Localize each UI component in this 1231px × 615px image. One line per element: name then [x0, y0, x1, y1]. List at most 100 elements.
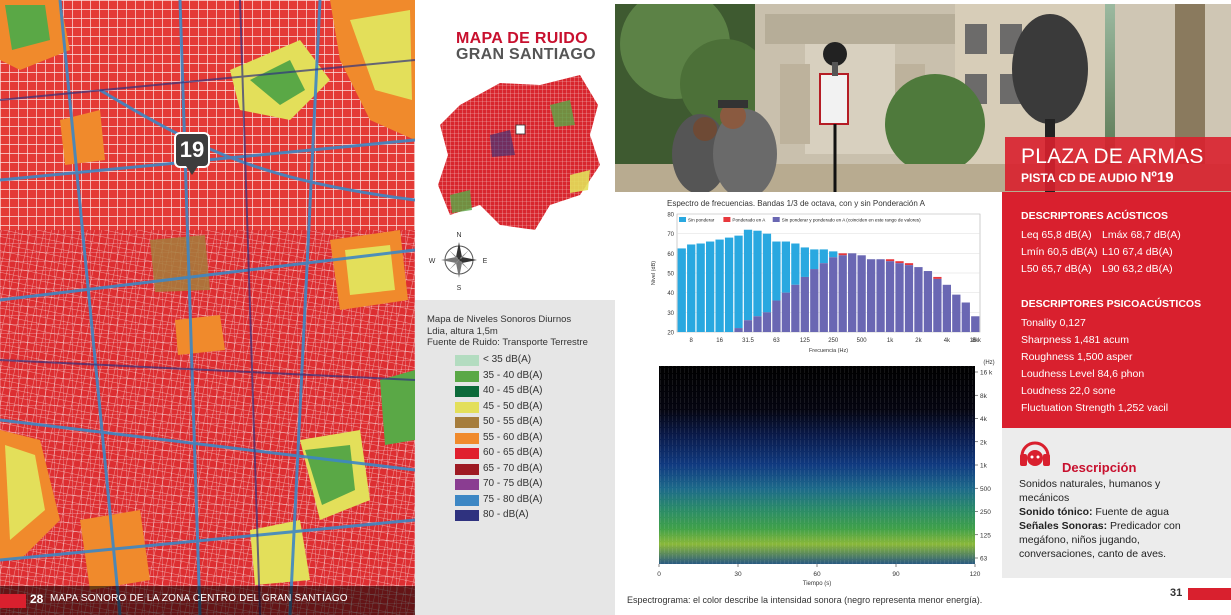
place-title: PLAZA DE ARMAS	[1021, 145, 1204, 168]
legend-source: Fuente de Ruido: Transporte Terrestre	[427, 337, 588, 348]
legend-item: < 35 dB(A)	[455, 354, 605, 367]
bar-overlap	[800, 276, 809, 332]
spectrogram-caption: Espectrograma: el color describe la inte…	[627, 595, 983, 605]
compass-s: S	[457, 285, 462, 292]
description-signals-line2: megáfono, niños jugando,	[1019, 534, 1140, 546]
bar-overlap	[819, 263, 828, 332]
bar-overlap	[885, 261, 895, 332]
acoustic-lmin: Lmín 60,5 dB(A)	[1021, 246, 1098, 258]
bar-upper	[715, 239, 724, 332]
description-line1: Sonidos naturales, humanos y	[1019, 478, 1161, 490]
bar-upper	[904, 263, 914, 266]
legend-item: 65 - 70 dB(A)	[455, 463, 605, 476]
map-title: MAPA DE RUIDO	[456, 30, 588, 47]
bar-upper	[706, 241, 715, 332]
bar-overlap	[762, 312, 772, 332]
x-tick-label: 63	[773, 338, 780, 344]
bar-overlap	[895, 263, 904, 332]
footer-text: MAPA SONORO DE LA ZONA CENTRO DEL GRAN S…	[50, 593, 348, 604]
legend-swatch	[455, 417, 479, 428]
page-number-left: 28	[30, 592, 44, 606]
footer-right-accent-bar	[1188, 588, 1231, 600]
x-tick-label: 16 k	[970, 338, 982, 344]
legend-label: 50 - 55 dB(A)	[483, 416, 543, 427]
bar-overlap	[743, 320, 753, 332]
y-tick-label: 250	[980, 509, 991, 516]
map-subtitle: GRAN SANTIAGO	[456, 46, 596, 63]
psycho-tonality: Tonality 0,127	[1021, 317, 1086, 329]
acoustic-l50: L50 65,7 dB(A)	[1021, 263, 1092, 275]
y-tick-label: 63	[980, 556, 988, 563]
legend-item: 55 - 60 dB(A)	[455, 432, 605, 445]
psycho-roughness: Roughness 1,500 asper	[1021, 351, 1133, 363]
x-tick-label: 2k	[915, 338, 922, 344]
bar-overlap	[942, 284, 951, 332]
page-number-right: 31	[1170, 587, 1183, 599]
left-page: 19 28 MAPA SONORO DE LA ZONA CENTRO DEL …	[0, 0, 615, 615]
description-line2: mecánicos	[1019, 492, 1070, 504]
x-tick-label: 500	[857, 338, 868, 344]
bar-upper	[810, 249, 819, 270]
x-tick-label: 125	[800, 338, 811, 344]
description-tonal: Sonido tónico: Fuente de agua	[1019, 505, 1169, 519]
x-axis-label: Frecuencia (Hz)	[809, 348, 848, 354]
legend-item: 70 - 75 dB(A)	[455, 478, 605, 491]
bar-overlap	[791, 284, 800, 332]
bar-overlap	[961, 302, 970, 332]
track-number: Nº19	[1140, 169, 1174, 186]
description-title: Descripción	[1062, 460, 1137, 475]
y-axis-label: (Hz)	[983, 360, 994, 366]
footer-left: 28 MAPA SONORO DE LA ZONA CENTRO DEL GRA…	[0, 586, 415, 615]
x-tick-label: 90	[892, 571, 900, 578]
legend-title: Mapa de Niveles Sonoros Diurnos	[427, 314, 572, 325]
legend-swatch	[455, 370, 479, 382]
mini-map-image	[438, 75, 600, 230]
map-location-marker: 19	[174, 132, 210, 168]
compass-e: E	[483, 258, 488, 265]
bar-upper	[687, 244, 696, 332]
legend-label: < 35 dB(A)	[483, 354, 532, 365]
psychoacoustic-heading: DESCRIPTORES PSICOACÚSTICOS	[1021, 298, 1202, 310]
x-tick-label: 30	[734, 571, 742, 578]
spectrogram-chart: 0 30 60 90 120 Tiempo (s) (Hz) 16 k 8k 4k 2k 1k 500 2…	[657, 360, 994, 587]
x-tick-label: 250	[828, 338, 839, 344]
legend-item: 50 - 55 dB(A)	[455, 416, 605, 429]
legend-swatch	[455, 479, 479, 490]
legend-swatch	[772, 217, 780, 222]
x-tick-label: 31.5	[742, 338, 754, 344]
bar-overlap	[734, 328, 743, 332]
x-tick-label: 8k	[972, 338, 979, 344]
compass-w: W	[429, 258, 436, 265]
description-signals: Señales Sonoras: Predicador con	[1019, 519, 1181, 533]
audio-track-label: PISTA CD DE AUDIO Nº19	[1021, 169, 1174, 186]
x-tick-label: 0	[657, 571, 661, 578]
legend-swatch	[455, 432, 479, 444]
noise-map-image	[0, 0, 415, 615]
bar-overlap	[838, 255, 847, 332]
descriptors-panel: DESCRIPTORES ACÚSTICOS Leq 65,8 dB(A) Lm…	[1002, 192, 1231, 428]
legend-label: 40 - 45 dB(A)	[483, 385, 543, 396]
bar-overlap	[857, 255, 866, 332]
y-tick-label: 1k	[980, 463, 988, 470]
bar-overlap	[933, 278, 942, 332]
legend-subtitle: Ldia, altura 1,5m	[427, 326, 498, 337]
y-tick-label: 60	[667, 252, 674, 258]
x-tick-label: 16	[716, 338, 723, 344]
y-tick-label: 70	[667, 232, 674, 238]
legend-label: 70 - 75 dB(A)	[483, 478, 543, 489]
map-side-panel: MAPA DE RUIDO GRAN SANTIAGO N S	[415, 0, 615, 615]
bar-overlap	[923, 271, 933, 332]
bar-overlap	[781, 292, 791, 332]
y-tick-label: 30	[667, 311, 674, 317]
y-tick-label: 16 k	[980, 370, 993, 377]
bar-upper	[734, 235, 743, 329]
y-tick-label: 50	[667, 272, 674, 278]
x-tick-label: 60	[813, 571, 821, 578]
legend-swatch	[455, 401, 479, 413]
legend-label: 75 - 80 dB(A)	[483, 493, 543, 505]
description-box: Descripción Sonidos naturales, humanos y…	[1002, 428, 1231, 578]
bar-overlap	[904, 265, 914, 332]
legend-label: 35 - 40 dB(A)	[483, 369, 543, 381]
legend-item: 40 - 45 dB(A)	[455, 385, 605, 398]
frequency-spectrum-chart: 20 30 40 50 60 70 80 8 16 31.5 63 125 250 500 1k 2k 4k 8k…	[651, 213, 982, 355]
